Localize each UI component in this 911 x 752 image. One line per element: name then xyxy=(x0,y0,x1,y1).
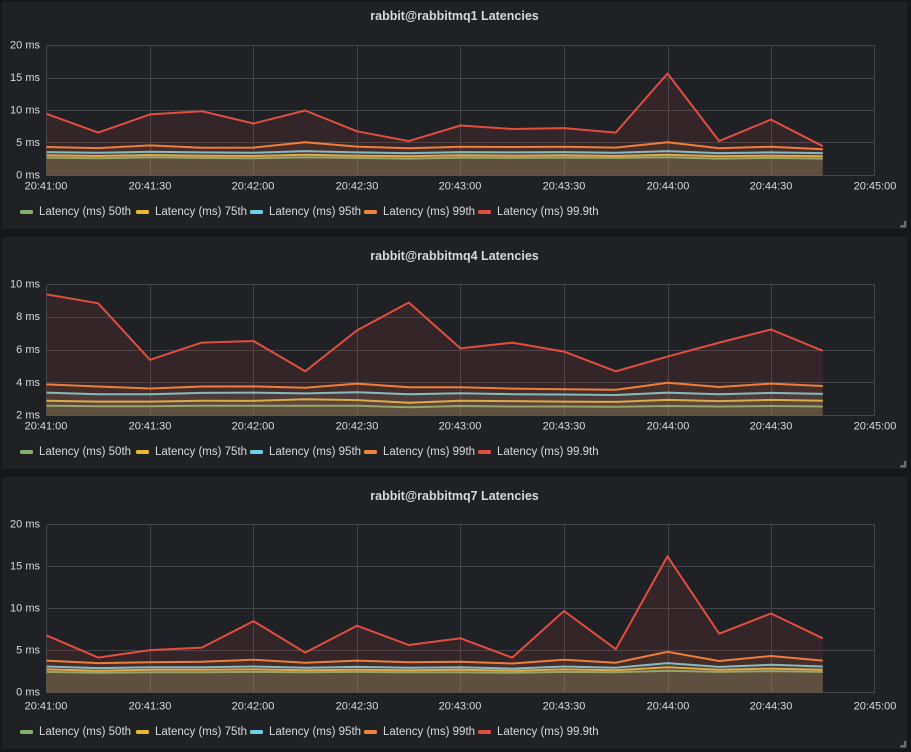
svg-text:20:44:00: 20:44:00 xyxy=(647,181,690,193)
svg-text:20:41:00: 20:41:00 xyxy=(25,181,68,193)
svg-text:10 ms: 10 ms xyxy=(10,105,40,117)
svg-text:20:42:00: 20:42:00 xyxy=(232,421,275,433)
svg-text:20:44:00: 20:44:00 xyxy=(647,421,690,433)
svg-text:20:44:30: 20:44:30 xyxy=(750,701,793,713)
svg-text:4 ms: 4 ms xyxy=(16,377,40,389)
svg-text:20:45:00: 20:45:00 xyxy=(854,421,897,433)
svg-text:Latency (ms) 99th: Latency (ms) 99th xyxy=(383,206,475,218)
svg-text:5 ms: 5 ms xyxy=(16,645,40,657)
svg-text:20:43:00: 20:43:00 xyxy=(439,421,482,433)
svg-text:Latency (ms) 50th: Latency (ms) 50th xyxy=(39,726,131,738)
svg-text:20:42:00: 20:42:00 xyxy=(232,701,275,713)
svg-text:20:43:00: 20:43:00 xyxy=(439,701,482,713)
svg-text:Latency (ms) 75th: Latency (ms) 75th xyxy=(155,206,247,218)
svg-text:20:44:00: 20:44:00 xyxy=(647,701,690,713)
svg-text:Latency (ms) 95th: Latency (ms) 95th xyxy=(269,726,361,738)
svg-text:Latency (ms) 75th: Latency (ms) 75th xyxy=(155,446,247,458)
svg-text:15 ms: 15 ms xyxy=(10,72,40,84)
svg-text:5 ms: 5 ms xyxy=(16,137,40,149)
svg-text:0 ms: 0 ms xyxy=(16,687,40,699)
svg-text:10 ms: 10 ms xyxy=(10,279,40,291)
svg-text:Latency (ms) 50th: Latency (ms) 50th xyxy=(39,206,131,218)
svg-text:Latency (ms) 99th: Latency (ms) 99th xyxy=(383,726,475,738)
svg-text:20:44:30: 20:44:30 xyxy=(750,421,793,433)
svg-text:Latency (ms) 95th: Latency (ms) 95th xyxy=(269,206,361,218)
svg-text:Latency (ms) 75th: Latency (ms) 75th xyxy=(155,726,247,738)
svg-text:20:42:30: 20:42:30 xyxy=(336,181,379,193)
svg-text:20:41:30: 20:41:30 xyxy=(129,701,172,713)
svg-text:Latency (ms) 99.9th: Latency (ms) 99.9th xyxy=(497,206,599,218)
svg-text:20:42:30: 20:42:30 xyxy=(336,701,379,713)
svg-text:Latency (ms) 95th: Latency (ms) 95th xyxy=(269,446,361,458)
svg-text:20:42:00: 20:42:00 xyxy=(232,181,275,193)
svg-text:Latency (ms) 99.9th: Latency (ms) 99.9th xyxy=(497,726,599,738)
svg-text:20:43:30: 20:43:30 xyxy=(543,181,586,193)
svg-text:20:45:00: 20:45:00 xyxy=(854,181,897,193)
svg-text:rabbit@rabbitmq1 Latencies: rabbit@rabbitmq1 Latencies xyxy=(370,9,539,23)
svg-text:20:43:30: 20:43:30 xyxy=(543,701,586,713)
svg-text:20:45:00: 20:45:00 xyxy=(854,701,897,713)
svg-text:rabbit@rabbitmq4 Latencies: rabbit@rabbitmq4 Latencies xyxy=(370,249,539,263)
svg-text:10 ms: 10 ms xyxy=(10,603,40,615)
svg-text:20:44:30: 20:44:30 xyxy=(750,181,793,193)
svg-text:rabbit@rabbitmq7 Latencies: rabbit@rabbitmq7 Latencies xyxy=(370,489,539,503)
svg-text:20:41:00: 20:41:00 xyxy=(25,421,68,433)
svg-text:20:43:30: 20:43:30 xyxy=(543,421,586,433)
svg-text:15 ms: 15 ms xyxy=(10,561,40,573)
svg-text:20:41:30: 20:41:30 xyxy=(129,181,172,193)
svg-text:8 ms: 8 ms xyxy=(16,311,40,323)
svg-text:Latency (ms) 99.9th: Latency (ms) 99.9th xyxy=(497,446,599,458)
svg-text:Latency (ms) 50th: Latency (ms) 50th xyxy=(39,446,131,458)
svg-text:Latency (ms) 99th: Latency (ms) 99th xyxy=(383,446,475,458)
svg-text:20:42:30: 20:42:30 xyxy=(336,421,379,433)
svg-text:20:41:30: 20:41:30 xyxy=(129,421,172,433)
svg-text:20 ms: 20 ms xyxy=(10,40,40,52)
svg-text:20:43:00: 20:43:00 xyxy=(439,181,482,193)
svg-text:20:41:00: 20:41:00 xyxy=(25,701,68,713)
svg-text:2 ms: 2 ms xyxy=(16,410,40,422)
svg-text:6 ms: 6 ms xyxy=(16,344,40,356)
svg-text:20 ms: 20 ms xyxy=(10,519,40,531)
svg-text:0 ms: 0 ms xyxy=(16,170,40,182)
